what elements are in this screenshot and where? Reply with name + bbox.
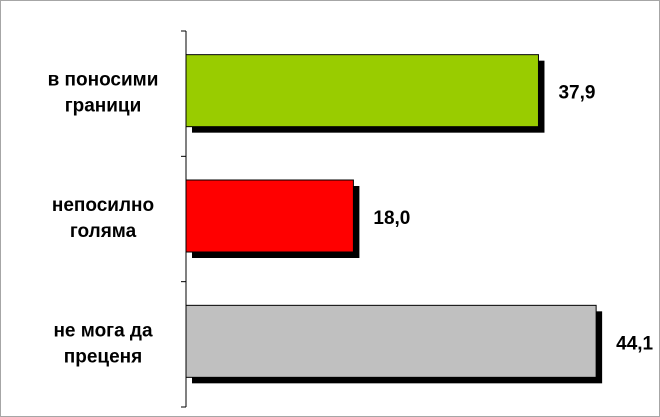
category-tick-label: непосилно голяма (52, 195, 154, 242)
bar (185, 54, 539, 128)
data-label: 18,0 (373, 208, 410, 229)
category-tick-label-line: непосилно (52, 195, 154, 216)
labels: 37,9 в поносими граници 18,0 непосилно голяма… (48, 70, 654, 368)
data-label: 44,1 (616, 333, 653, 354)
bar (185, 179, 354, 253)
category-tick-label: в поносими граници (48, 70, 159, 117)
category-axis (181, 30, 187, 408)
bars (185, 54, 603, 384)
category-tick-label-line: не мога да (53, 320, 153, 341)
data-label: 37,9 (558, 83, 595, 104)
category-tick-label-line: преценя (64, 346, 142, 367)
bar (185, 304, 597, 378)
category-tick-label-line: голяма (70, 221, 137, 242)
category-tick-label-line: граници (65, 96, 142, 117)
category-tick-label-line: в поносими (48, 70, 159, 91)
category-tick-label: не мога да преценя (53, 320, 153, 367)
